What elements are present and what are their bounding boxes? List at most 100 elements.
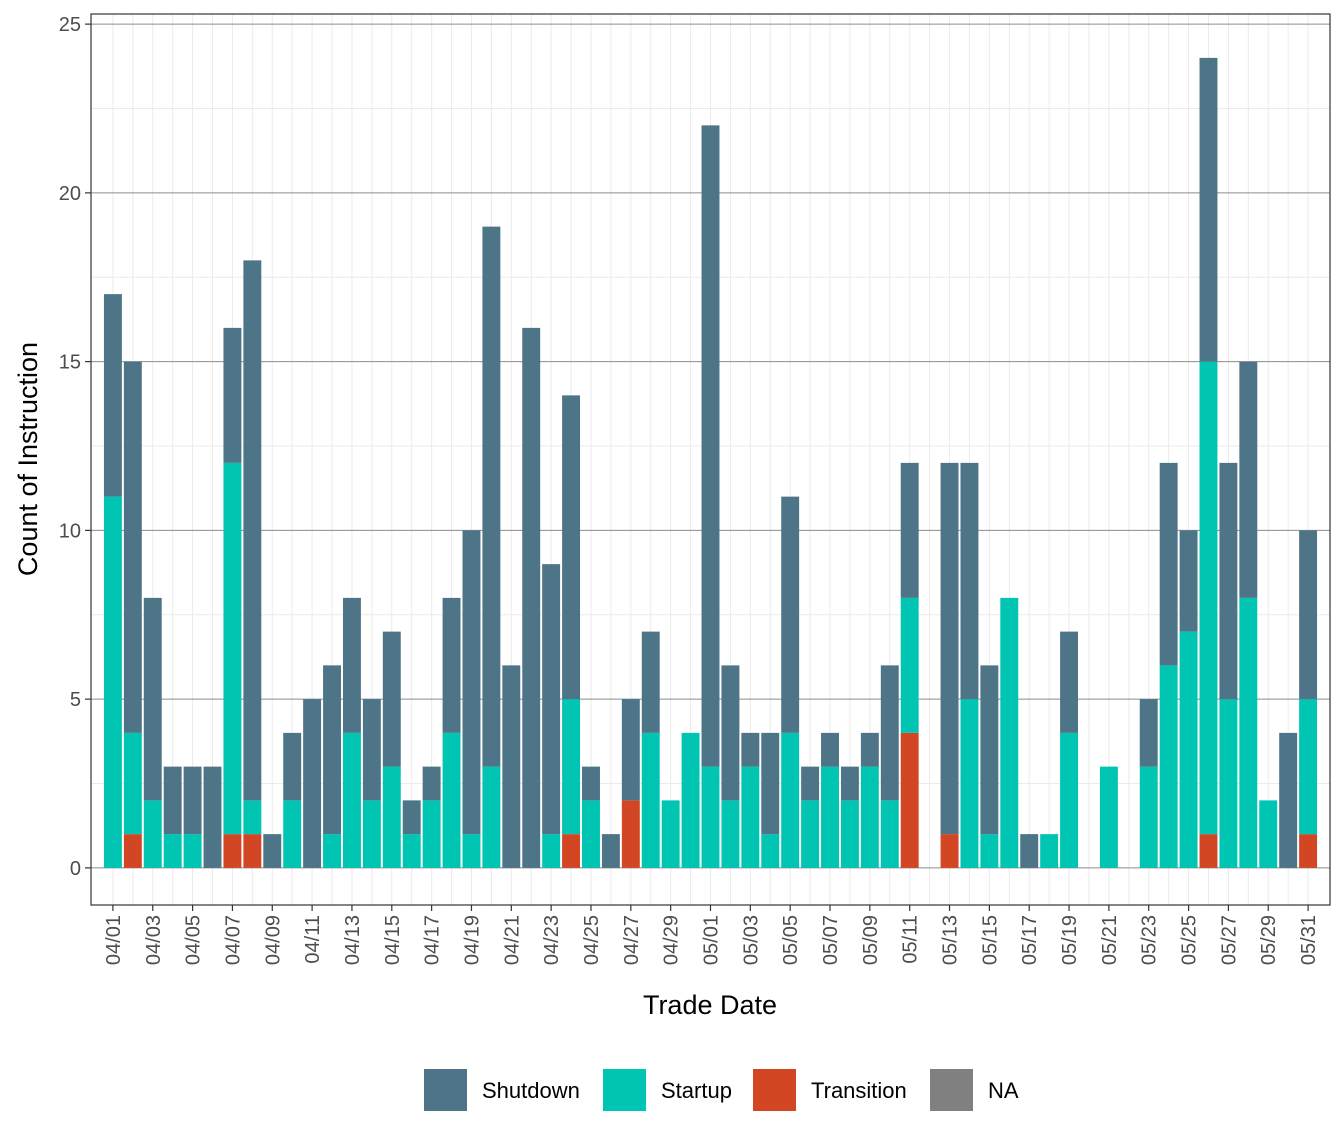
bar-shutdown-05-11	[900, 462, 919, 598]
bar-transition-04-08	[243, 834, 262, 868]
bar-shutdown-04-15	[382, 631, 401, 767]
bar-startup-04-19	[462, 834, 481, 868]
bar-startup-05-11	[900, 597, 919, 733]
legend-label-transition: Transition	[811, 1078, 907, 1103]
bar-startup-05-18	[1040, 834, 1059, 868]
bar-shutdown-04-24	[562, 395, 581, 700]
x-tick-label: 05/15	[979, 915, 1001, 965]
bar-shutdown-04-08	[243, 260, 262, 801]
bar-shutdown-05-08	[840, 766, 859, 801]
bar-startup-04-30	[681, 732, 700, 868]
y-tick-label: 5	[70, 689, 81, 711]
bar-shutdown-04-10	[283, 732, 302, 801]
bar-startup-04-10	[283, 800, 302, 868]
bar-shutdown-05-27	[1219, 462, 1238, 700]
bar-shutdown-04-07	[223, 327, 242, 463]
bar-shutdown-04-02	[123, 361, 142, 733]
x-axis-title: Trade Date	[643, 990, 777, 1020]
y-axis: 0 5 10 15 20 25	[59, 14, 91, 880]
bar-shutdown-05-23	[1139, 699, 1158, 767]
bar-startup-05-26	[1199, 361, 1218, 835]
bar-startup-04-20	[482, 766, 501, 868]
x-tick-label: 04/09	[262, 915, 284, 965]
bar-startup-04-23	[542, 834, 561, 868]
bar-shutdown-04-27	[621, 699, 640, 801]
x-tick-label: 05/21	[1099, 915, 1121, 965]
bar-transition-04-24	[562, 834, 581, 868]
bar-shutdown-05-01	[701, 125, 720, 767]
bar-shutdown-05-04	[761, 732, 780, 835]
bar-startup-05-31	[1299, 699, 1318, 835]
bar-startup-04-18	[442, 732, 461, 868]
bar-shutdown-05-31	[1299, 530, 1318, 700]
bar-shutdown-05-06	[801, 766, 820, 801]
x-tick-label: 05/07	[820, 915, 842, 965]
legend-label-startup: Startup	[661, 1078, 732, 1103]
bar-startup-05-08	[840, 800, 859, 868]
x-tick-label: 05/23	[1139, 915, 1161, 965]
bar-startup-04-13	[342, 732, 361, 868]
x-tick-label: 05/09	[860, 915, 882, 965]
bar-startup-04-15	[382, 766, 401, 868]
x-axis: 04/01 04/03 04/05 04/07 04/09 04/11 04/13 04/15…	[103, 905, 1320, 965]
bar-startup-04-12	[323, 834, 341, 868]
bar-startup-05-03	[741, 766, 760, 868]
bar-shutdown-05-03	[741, 732, 760, 767]
bar-startup-05-21	[1099, 766, 1118, 868]
y-axis-title: Count of Instruction	[13, 342, 43, 576]
x-tick-label: 05/05	[780, 915, 802, 965]
bar-shutdown-04-16	[402, 800, 421, 835]
bar-startup-04-25	[582, 800, 600, 868]
bar-startup-04-14	[362, 800, 381, 868]
legend-key-startup	[603, 1069, 646, 1111]
x-tick-label: 05/19	[1059, 915, 1081, 965]
bar-startup-05-24	[1159, 665, 1178, 868]
bar-shutdown-04-03	[143, 597, 162, 801]
x-tick-label: 04/17	[422, 915, 444, 965]
x-tick-label: 05/25	[1179, 915, 1201, 965]
x-tick-label: 05/03	[740, 915, 762, 965]
bar-startup-05-23	[1139, 766, 1158, 868]
bar-shutdown-05-25	[1179, 530, 1198, 632]
x-tick-label: 04/15	[382, 915, 404, 965]
legend-label-na: NA	[988, 1078, 1019, 1103]
bar-shutdown-05-30	[1279, 732, 1298, 868]
legend-key-transition	[753, 1069, 796, 1111]
bar-shutdown-04-20	[482, 226, 501, 767]
x-tick-label: 05/29	[1258, 915, 1280, 965]
x-tick-label: 05/01	[701, 915, 723, 965]
bar-shutdown-05-26	[1199, 57, 1218, 362]
bar-startup-05-25	[1179, 631, 1198, 868]
bar-startup-05-29	[1259, 800, 1278, 868]
bar-startup-05-04	[761, 834, 780, 868]
bar-shutdown-05-15	[980, 665, 999, 835]
bar-startup-05-14	[960, 699, 979, 868]
bar-transition-04-02	[123, 834, 142, 868]
bar-shutdown-04-28	[641, 631, 660, 733]
bar-startup-04-08	[243, 800, 262, 835]
bar-startup-04-07	[223, 462, 242, 835]
bar-shutdown-04-04	[163, 766, 182, 835]
y-tick-label: 10	[59, 520, 81, 542]
bar-shutdown-05-09	[860, 732, 879, 767]
bar-shutdown-05-10	[880, 665, 899, 801]
bar-startup-04-01	[103, 496, 122, 868]
bar-startup-04-28	[641, 732, 660, 868]
bar-shutdown-04-06	[203, 766, 222, 868]
bar-shutdown-04-23	[542, 564, 561, 835]
bar-shutdown-05-28	[1239, 361, 1258, 598]
bar-startup-04-29	[661, 800, 680, 868]
bar-startup-04-02	[123, 732, 142, 835]
x-tick-label: 04/13	[342, 915, 364, 965]
bar-shutdown-05-05	[781, 496, 800, 733]
x-tick-label: 04/23	[541, 915, 563, 965]
bar-startup-05-16	[1000, 597, 1019, 868]
bar-shutdown-04-19	[462, 530, 481, 835]
bar-startup-05-05	[781, 732, 800, 868]
legend-key-shutdown	[424, 1069, 467, 1111]
bar-shutdown-05-14	[960, 462, 979, 700]
bar-startup-05-02	[721, 800, 740, 868]
x-tick-label: 05/31	[1298, 915, 1320, 965]
bar-shutdown-04-25	[582, 766, 600, 801]
